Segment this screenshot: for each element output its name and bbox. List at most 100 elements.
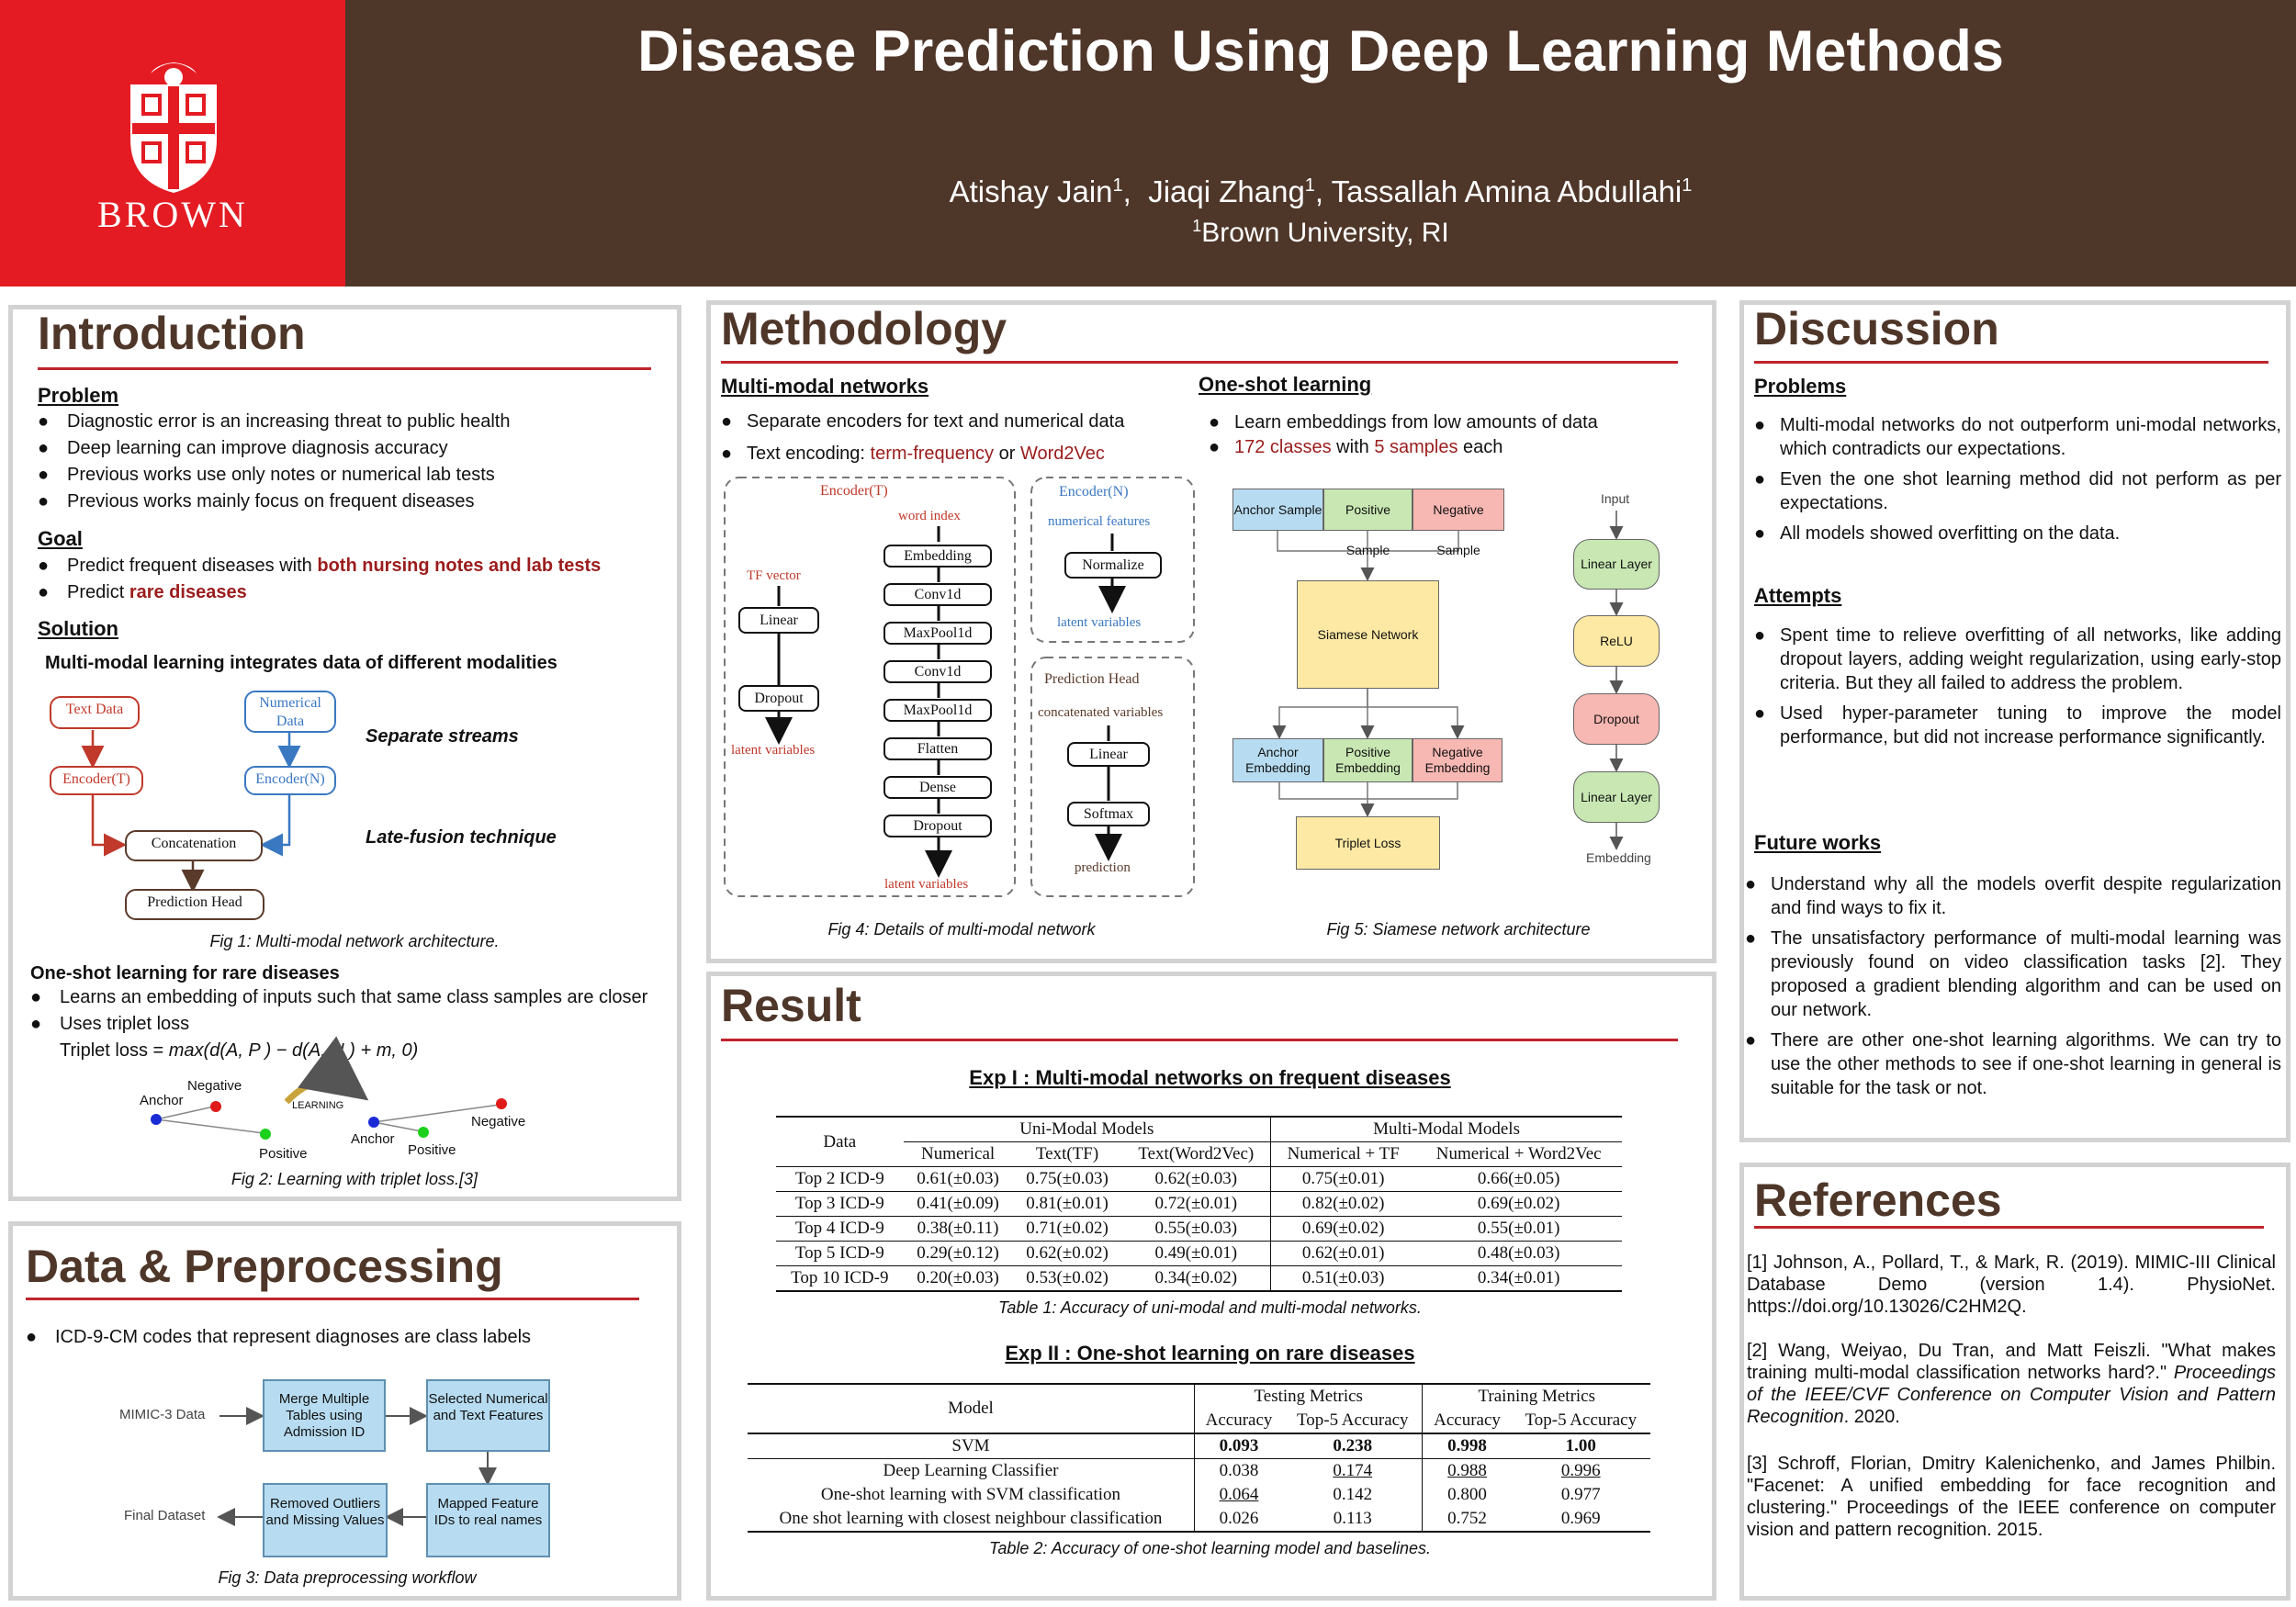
introduction-title: Introduction — [38, 308, 306, 359]
oneshot-method-heading: One-shot learning — [1199, 373, 1372, 396]
highlight-text: rare diseases — [129, 582, 247, 602]
fig5-positive-sample: Positive Sample — [1323, 489, 1412, 557]
table-cell: One-shot learning with SVM classificatio… — [820, 1485, 1121, 1504]
table-cell: 0.996 — [1560, 1461, 1601, 1480]
table-cell: 0.969 — [1560, 1509, 1601, 1528]
fig1-note-streams: Separate streams — [366, 726, 519, 747]
list-item: ● Predict rare diseases — [38, 582, 247, 602]
list-item: ● All models showed overfitting on the da… — [1754, 522, 2281, 545]
list-item: ● 172 classes with 5 samples each — [1209, 437, 1503, 457]
future-list: ● Understand why all the models overfit d… — [1745, 872, 2281, 1100]
fig1-prediction-head-node: Prediction Head — [125, 889, 264, 920]
exp1-heading: Exp I : Multi-modal networks on frequent… — [969, 1066, 1451, 1089]
fig4-encoder-t-label: Encoder(T) — [820, 483, 888, 499]
table-cell: Top 10 ICD-9 — [791, 1268, 889, 1287]
list-item: ● Multi-modal networks do not outperform … — [1754, 415, 2281, 459]
table1-caption: Table 1: Accuracy of uni-modal and multi… — [998, 1298, 1422, 1317]
table-cell: 0.69(±0.02) — [1477, 1194, 1560, 1213]
list-item: ● Previous works mainly focus on frequent… — [38, 491, 475, 511]
fig2-anchor-dot — [151, 1114, 162, 1125]
table-cell: Deep Learning Classifier — [883, 1461, 1059, 1480]
list-item: ● ICD-9-CM codes that represent diagnoses… — [26, 1327, 532, 1347]
list-item-text: Multi-modal networks do not outperform u… — [1780, 415, 2281, 459]
fig5-triplet-loss: Triplet Loss — [1296, 816, 1440, 870]
list-item-text: All models showed overfitting on the dat… — [1780, 523, 2121, 544]
affiliation: 1Brown University, RI — [345, 217, 2296, 249]
fig4-tf-vector-label: TF vector — [747, 568, 801, 583]
reference-2-venue: Proceedings of the IEEE/CVF Conference o… — [1747, 1363, 2276, 1427]
table-row: Deep Learning Classifier 0.038 0.174 0.9… — [748, 1458, 1650, 1483]
fig2-label-anchor: Anchor — [351, 1131, 395, 1147]
table-header: Top-5 Accuracy — [1296, 1410, 1409, 1430]
formula-prefix: Triplet loss = — [60, 1040, 169, 1061]
list-item-text: Used hyper-parameter tuning to improve t… — [1780, 703, 2281, 747]
list-item-text: Understand why all the models overfit de… — [1771, 874, 2281, 918]
table-header: Numerical + TF — [1270, 1141, 1416, 1167]
fig5-anchor-sample: Anchor Sample — [1232, 489, 1323, 531]
poster-header — [0, 0, 2296, 287]
list-item: ● There are other one-shot learning algor… — [1745, 1030, 2281, 1098]
table-cell: 0.61(±0.03) — [917, 1169, 999, 1188]
table-group-header: Uni-Modal Models — [903, 1117, 1271, 1142]
results-table-2: Model Testing Metrics Training Metrics A… — [748, 1383, 1650, 1533]
problem-heading: Problem — [38, 384, 119, 407]
table-row: Top 2 ICD-9 0.61(±0.03) 0.75(±0.03) 0.62… — [776, 1166, 1622, 1192]
author-affil-mark: 1 — [1304, 175, 1315, 196]
problems-list: ● Multi-modal networks do not outperform … — [1754, 413, 2281, 545]
fig5-caption: Fig 5: Siamese network architecture — [1326, 920, 1591, 938]
table-cell: 0.988 — [1422, 1458, 1512, 1483]
table-cell: 0.20(±0.03) — [917, 1268, 999, 1287]
fig2-negative-dot — [496, 1098, 507, 1109]
affiliation-text: Brown University, RI — [1201, 218, 1449, 248]
highlight-text: both nursing notes and lab tests — [317, 556, 602, 576]
fig2-positive-dot — [260, 1129, 271, 1140]
fig5-linear-layer-1: Linear Layer — [1573, 539, 1660, 590]
fig3-mimic-label: MIMIC-3 Data — [119, 1407, 206, 1422]
table-cell: 0.29(±0.12) — [917, 1243, 999, 1263]
fig5-input-label: Input — [1601, 491, 1630, 506]
fig2-label-negative: Negative — [471, 1114, 526, 1129]
table-cell: 1.00 — [1511, 1433, 1650, 1459]
table2-caption: Table 2: Accuracy of one-shot learning m… — [989, 1539, 1431, 1557]
fig5-siamese-network: Siamese Network — [1297, 580, 1439, 689]
reference-2: [2] Wang, Weiyao, Du Tran, and Matt Feis… — [1747, 1340, 2276, 1428]
fig3-caption: Fig 3: Data preprocessing workflow — [218, 1568, 477, 1587]
table-row: Top 10 ICD-9 0.20(±0.03) 0.53(±0.02) 0.3… — [776, 1265, 1622, 1291]
goal-heading: Goal — [38, 527, 83, 550]
table-cell: 0.72(±0.01) — [1154, 1194, 1238, 1213]
fig4-layer: Embedding — [884, 545, 992, 568]
table-group-header: Testing Metrics — [1193, 1384, 1423, 1409]
discussion-panel — [1739, 300, 2290, 1142]
fig4-layer: Conv1d — [884, 660, 992, 683]
fig4-latent-bottom: latent variables — [884, 877, 969, 892]
multimodal-heading: Multi-modal networks — [721, 375, 929, 398]
table-header: Top-5 Accuracy — [1525, 1410, 1638, 1430]
section-rule — [1754, 1226, 2264, 1229]
table-cell: Top 2 ICD-9 — [794, 1169, 884, 1188]
fig4-layer: Flatten — [884, 737, 992, 760]
section-rule — [26, 1298, 639, 1300]
table-cell: 0.62(±0.02) — [1026, 1243, 1109, 1263]
fig5-linear-layer-2: Linear Layer — [1573, 771, 1660, 823]
author-separator: , — [1122, 174, 1149, 208]
list-item: ● Separate encoders for text and numerica… — [721, 411, 1125, 432]
multimodal-list: ● Separate encoders for text and numerica… — [721, 410, 1180, 468]
list-item: ● Used hyper-parameter tuning to improve … — [1754, 703, 2281, 747]
fig4-concatenated-label: concatenated variables — [1038, 705, 1164, 720]
table-cell: 0.51(±0.03) — [1270, 1265, 1416, 1291]
list-item-text: Diagnostic error is an increasing threat… — [67, 411, 511, 432]
section-rule — [38, 367, 651, 370]
table-header: Numerical — [920, 1144, 996, 1163]
exp2-heading: Exp II : One-shot learning on rare disea… — [1005, 1342, 1415, 1365]
list-item-text: Previous works use only notes or numeric… — [67, 465, 495, 485]
fig3-removed-node: Removed Outliers and Missing Values — [263, 1483, 388, 1557]
fig3-merge-node: Merge Multiple Tables using Admission ID — [263, 1379, 386, 1452]
list-item-text: Separate encoders for text and numerical… — [747, 411, 1125, 432]
table-cell: 0.093 — [1193, 1433, 1284, 1459]
fig5-embedding-label: Embedding — [1586, 850, 1651, 865]
references-panel — [1739, 1163, 2290, 1601]
table-cell: 0.238 — [1283, 1433, 1423, 1459]
list-item: ● Learns an embedding of inputs such that… — [30, 987, 648, 1007]
table-cell: 0.026 — [1193, 1507, 1284, 1532]
